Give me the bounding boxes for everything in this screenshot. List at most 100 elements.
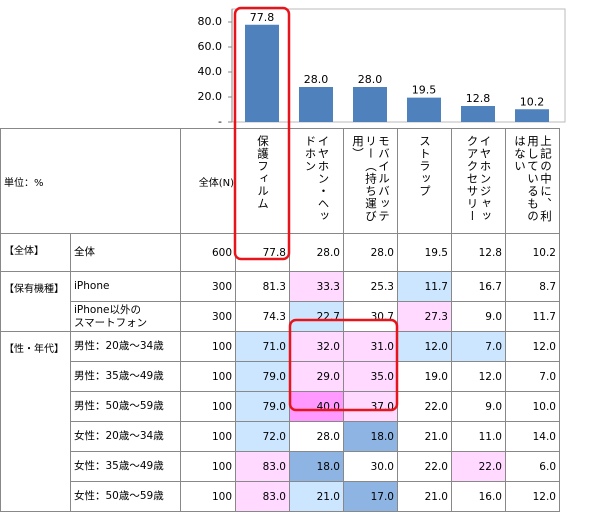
- column-header: 保護フィルム: [235, 128, 290, 234]
- value-cell: 40.0: [289, 391, 344, 422]
- n-header: 全体(N): [180, 128, 236, 234]
- value-cell: 6.0: [505, 451, 560, 482]
- table-row: 男性：35歳～49歳 100 79.0 29.0 35.0 19.0 12.0 7.0: [1, 361, 560, 392]
- row-label: 男性：20歳～34歳: [70, 331, 181, 362]
- value-cell: 12.0: [451, 361, 506, 392]
- n-cell: 100: [180, 361, 236, 392]
- column-header-text: 保護フィルム: [256, 135, 270, 210]
- value-cell: 7.0: [451, 331, 506, 362]
- value-label: 77.8: [250, 11, 275, 24]
- value-cell: 28.0: [343, 233, 398, 272]
- value-cell: 81.3: [235, 271, 290, 302]
- value-cell: 12.8: [451, 233, 506, 272]
- value-cell: 16.0: [451, 481, 506, 512]
- column-header: イヤホン・ヘッドホン: [289, 128, 344, 234]
- value-cell: 71.0: [235, 331, 290, 362]
- n-cell: 300: [180, 271, 236, 302]
- row-label: 全体: [70, 233, 181, 272]
- value-cell: 9.0: [451, 391, 506, 422]
- value-cell: 11.0: [451, 421, 506, 452]
- y-tick-label: 20.0: [198, 90, 223, 103]
- value-cell: 21.0: [397, 421, 452, 452]
- value-cell: 22.0: [397, 391, 452, 422]
- value-label: 19.5: [412, 84, 437, 97]
- n-cell: 600: [180, 233, 236, 272]
- bar: [299, 87, 333, 122]
- row-label: 女性：20歳～34歳: [70, 421, 181, 452]
- n-cell: 100: [180, 391, 236, 422]
- value-cell: 79.0: [235, 391, 290, 422]
- column-header: ストラップ: [397, 128, 452, 234]
- column-header: モバイルバッテリー（持ち運び用）: [343, 128, 398, 234]
- table: 単位：% 全体(N) 保護フィルム イヤホン・ヘッドホン モバイルバッテリー（持ち運…: [0, 128, 560, 512]
- n-cell: 100: [180, 451, 236, 482]
- value-cell: 21.0: [397, 481, 452, 512]
- row-label: iPhone以外の スマートフォン: [70, 301, 181, 332]
- group-label: 【全体】: [0, 233, 71, 272]
- plot-frame: [231, 8, 566, 123]
- table-row: 女性：50歳～59歳 100 83.0 21.0 17.0 21.0 16.0 12.0: [1, 481, 560, 512]
- value-cell: 17.0: [343, 481, 398, 512]
- row-label: 男性：35歳～49歳: [70, 361, 181, 392]
- value-cell: 32.0: [289, 331, 344, 362]
- value-cell: 10.0: [505, 391, 560, 422]
- value-cell: 18.0: [289, 451, 344, 482]
- table-row: iPhone以外の スマートフォン 300 74.3 22.7 30.7 27.3 9.0 1…: [1, 301, 560, 332]
- column-header-text: ストラップ: [418, 135, 432, 198]
- column-header-text: モバイルバッテリー（持ち運び用）: [351, 135, 391, 223]
- column-header-text: イヤホンジャックアクセサリー: [465, 135, 493, 223]
- n-cell: 300: [180, 301, 236, 332]
- value-cell: 14.0: [505, 421, 560, 452]
- value-cell: 10.2: [505, 233, 560, 272]
- column-header: イヤホンジャックアクセサリー: [451, 128, 506, 234]
- y-tick-label: 40.0: [198, 65, 223, 78]
- value-cell: 12.0: [505, 481, 560, 512]
- group-label: 【性・年代】: [0, 331, 71, 512]
- row-label: 男性：50歳～59歳: [70, 391, 181, 422]
- group-label: 【保有機種】: [0, 271, 71, 332]
- bar: [515, 109, 549, 122]
- value-cell: 9.0: [451, 301, 506, 332]
- value-cell: 30.0: [343, 451, 398, 482]
- y-tick-label: 80.0: [198, 15, 223, 28]
- value-cell: 30.7: [343, 301, 398, 332]
- value-cell: 74.3: [235, 301, 290, 332]
- bar: [245, 24, 279, 122]
- value-cell: 18.0: [343, 421, 398, 452]
- value-label: 28.0: [358, 73, 383, 86]
- value-cell: 72.0: [235, 421, 290, 452]
- bar: [353, 87, 387, 122]
- bar: [407, 97, 441, 122]
- value-cell: 19.0: [397, 361, 452, 392]
- value-cell: 11.7: [397, 271, 452, 302]
- value-cell: 12.0: [505, 331, 560, 362]
- column-header: 上記の中に、利用しているものはない: [505, 128, 560, 234]
- row-label: iPhone: [70, 271, 181, 302]
- value-cell: 35.0: [343, 361, 398, 392]
- column-header-text: 上記の中に、利用しているものはない: [513, 135, 553, 223]
- table-row: 女性：35歳～49歳 100 83.0 18.0 30.0 22.0 22.0 6.0: [1, 451, 560, 482]
- table-row: 【保有機種】 iPhone 300 81.3 33.3 25.3 11.7 16.7 8.7: [0, 271, 560, 332]
- value-cell: 29.0: [289, 361, 344, 392]
- value-cell: 22.7: [289, 301, 344, 332]
- value-cell: 33.3: [289, 271, 344, 302]
- value-cell: 21.0: [289, 481, 344, 512]
- value-cell: 25.3: [343, 271, 398, 302]
- value-cell: 83.0: [235, 451, 290, 482]
- value-label: 12.8: [466, 92, 491, 105]
- value-cell: 11.7: [505, 301, 560, 332]
- row-label: 女性：50歳～59歳: [70, 481, 181, 512]
- table-row: 【性・年代】 男性：20歳～34歳 100 71.0 32.0 31.0 12.0 7.0 12…: [0, 331, 560, 512]
- y-tick-label: 60.0: [198, 40, 223, 53]
- value-label: 10.2: [520, 95, 545, 108]
- value-cell: 28.0: [289, 421, 344, 452]
- value-cell: 22.0: [451, 451, 506, 482]
- n-cell: 100: [180, 481, 236, 512]
- value-cell: 7.0: [505, 361, 560, 392]
- value-cell: 12.0: [397, 331, 452, 362]
- row-label: 女性：35歳～49歳: [70, 451, 181, 482]
- n-cell: 100: [180, 331, 236, 362]
- table-row: 【全体】 全体 600 77.8 28.0 28.0 19.5 12.8 10.2: [0, 233, 560, 272]
- n-cell: 100: [180, 421, 236, 452]
